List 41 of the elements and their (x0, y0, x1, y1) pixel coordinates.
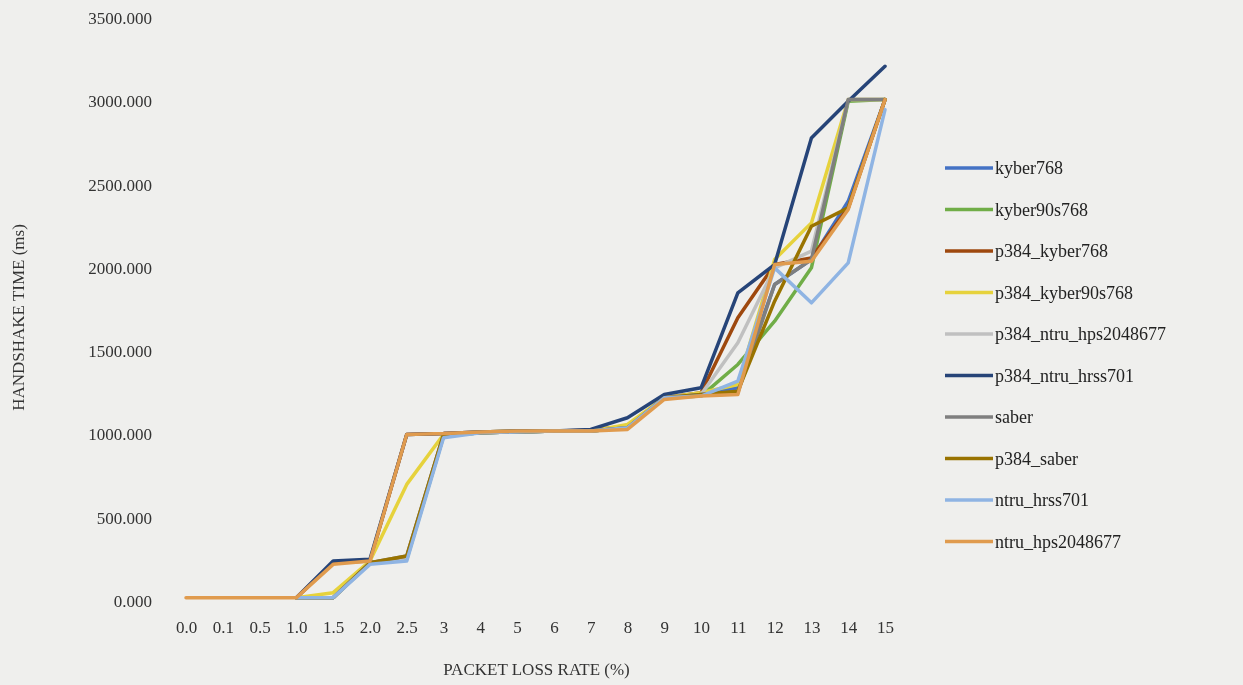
y-tick-label: 0.000 (113, 591, 152, 611)
legend-label: kyber90s768 (995, 199, 1088, 220)
x-axis-title: PACKET LOSS RATE (%) (443, 660, 630, 679)
y-tick-label: 3000.000 (88, 92, 152, 112)
x-tick-label: 12 (766, 618, 784, 638)
x-tick-label: 4 (476, 618, 486, 638)
y-axis-title: HANDSHAKE TIME (ms) (9, 224, 28, 411)
x-tick-label: 1.5 (323, 618, 345, 638)
x-tick-label: 6 (550, 618, 559, 638)
x-tick-label: 0.5 (249, 618, 271, 638)
x-tick-label: 10 (693, 618, 711, 638)
x-tick-label: 15 (877, 618, 894, 638)
x-tick-label: 2.0 (359, 618, 382, 638)
x-tick-label: 13 (803, 618, 821, 638)
y-tick-label: 1500.000 (88, 342, 152, 362)
legend-label: p384_ntru_hrss701 (995, 365, 1134, 386)
y-tick-label: 500.000 (96, 508, 152, 528)
legend-label: ntru_hps2048677 (995, 531, 1121, 552)
legend-label: p384_ntru_hps2048677 (995, 324, 1166, 344)
legend-label: saber (995, 407, 1033, 427)
line-series (184, 97, 887, 600)
y-tick-label: 2000.000 (88, 258, 152, 278)
x-tick-label: 3 (439, 618, 449, 638)
x-tick-label: 2.5 (396, 618, 418, 638)
x-tick-label: 0.0 (175, 618, 198, 638)
legend-label: p384_saber (995, 448, 1078, 469)
legend-label: p384_kyber90s768 (995, 282, 1133, 303)
x-tick-label: 1.0 (286, 618, 308, 638)
x-tick-label: 14 (840, 618, 858, 638)
x-tick-label: 11 (730, 618, 747, 638)
x-tick-label: 8 (623, 618, 633, 638)
y-tick-label: 2500.000 (88, 175, 152, 195)
x-tick-label: 9 (660, 618, 670, 638)
x-tick-label: 7 (586, 618, 596, 638)
legend-label: kyber768 (995, 158, 1063, 178)
legend-label: p384_kyber768 (995, 241, 1108, 261)
y-tick-label: 1000.000 (88, 425, 152, 445)
legend-label: ntru_hrss701 (995, 490, 1089, 510)
x-tick-label: 0.1 (212, 618, 234, 638)
y-tick-label: 3500.000 (88, 8, 152, 28)
x-tick-label: 5 (513, 618, 522, 638)
